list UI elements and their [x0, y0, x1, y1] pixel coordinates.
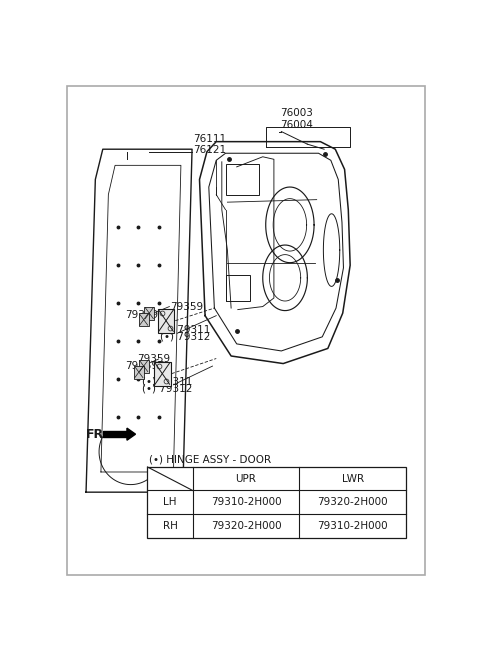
Bar — [139, 360, 148, 373]
Text: LWR: LWR — [342, 474, 364, 484]
Bar — [134, 365, 144, 379]
Text: (•) 79312: (•) 79312 — [160, 332, 211, 342]
Text: 79320-2H000: 79320-2H000 — [317, 497, 388, 507]
Text: RH: RH — [163, 521, 178, 531]
Bar — [154, 362, 171, 386]
Text: 79359B: 79359B — [125, 361, 165, 371]
Bar — [147, 467, 406, 538]
Bar — [226, 275, 250, 301]
Text: (•) HINGE ASSY - DOOR: (•) HINGE ASSY - DOOR — [149, 455, 271, 464]
Bar — [226, 164, 259, 195]
Bar — [139, 313, 148, 326]
Bar — [157, 309, 174, 333]
Text: (•) 79311: (•) 79311 — [142, 376, 192, 386]
Text: 79320-2H000: 79320-2H000 — [211, 521, 281, 531]
Text: (•) 79312: (•) 79312 — [142, 383, 192, 393]
Text: 79359B: 79359B — [125, 310, 165, 320]
Text: 79359: 79359 — [137, 354, 170, 364]
Text: 76003
76004: 76003 76004 — [280, 109, 313, 130]
Polygon shape — [127, 428, 135, 440]
Text: UPR: UPR — [236, 474, 256, 484]
Bar — [144, 307, 154, 320]
Text: LH: LH — [163, 497, 177, 507]
Text: (•) 79311: (•) 79311 — [160, 325, 211, 335]
Text: 76111
76121: 76111 76121 — [193, 134, 226, 155]
Text: 79310-2H000: 79310-2H000 — [317, 521, 388, 531]
Text: FR.: FR. — [86, 428, 109, 441]
Text: 79359: 79359 — [170, 301, 203, 312]
Text: 79310-2H000: 79310-2H000 — [211, 497, 281, 507]
